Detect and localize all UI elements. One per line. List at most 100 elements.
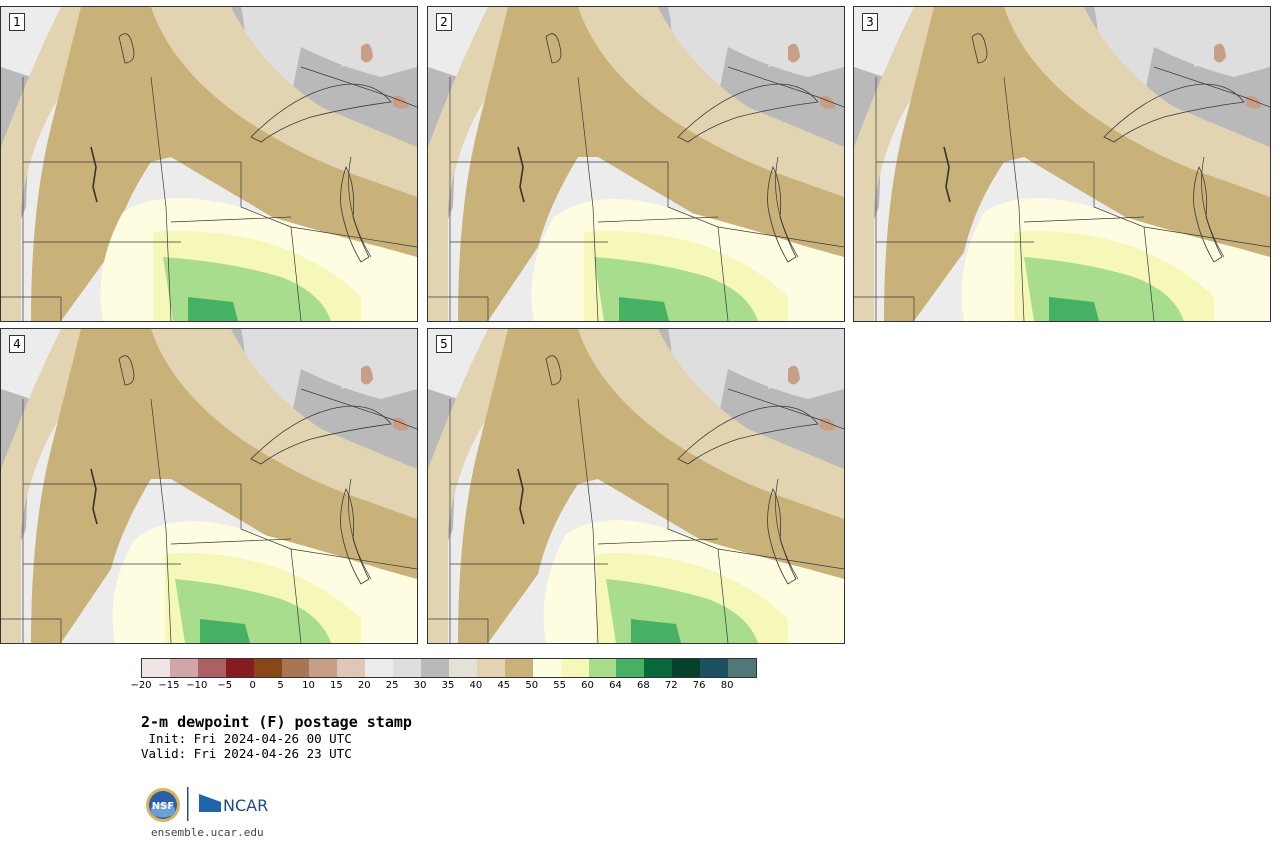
lake-michigan-outline	[767, 165, 797, 263]
colorbar-tick-label: 10	[302, 680, 315, 691]
nsf-logo: NSF	[146, 788, 180, 822]
dewpoint-field-gray	[758, 7, 844, 67]
colorbar-swatch	[588, 659, 617, 677]
state-border	[300, 388, 417, 430]
dewpoint-field-40	[854, 7, 1270, 321]
colorbar-swatch	[337, 659, 366, 677]
state-border	[1023, 216, 1145, 223]
dewpoint-field-45	[458, 7, 844, 321]
dewpoint-field-64	[631, 619, 681, 643]
colorbar-tick-label: 68	[636, 680, 650, 691]
dewpoint-field-gray	[758, 329, 844, 389]
colorbar-swatch	[560, 659, 589, 677]
figure-title: 2-m dewpoint (F) postage stamp	[141, 713, 412, 731]
ncar-logo: NCAR	[199, 794, 268, 815]
colorbar-tick-label: 15	[329, 680, 343, 691]
dewpoint-field-10	[361, 365, 373, 385]
colorbar-swatch	[700, 659, 729, 677]
river-outline	[90, 146, 98, 203]
state-border	[150, 76, 172, 321]
valid-time: Valid: Fri 2024-04-26 23 UTC	[141, 746, 352, 761]
website-url: ensemble.ucar.edu	[151, 826, 264, 839]
member-panel-4: 4	[0, 328, 418, 644]
colorbar-tick-label: 35	[441, 680, 455, 691]
colorbar-tick-label: −15	[158, 680, 180, 691]
colorbar-swatch	[728, 659, 756, 677]
colorbar-tick-label: 30	[413, 680, 427, 691]
member-number-badge: 2	[436, 13, 452, 31]
colorbar-tick-label: 72	[664, 680, 678, 691]
colorbar-tick-label: 60	[581, 680, 594, 691]
colorbar-tick-label: 5	[277, 680, 284, 691]
colorbar-swatch	[644, 659, 673, 677]
colorbar-swatch	[281, 659, 310, 677]
dewpoint-field-40	[428, 7, 844, 321]
colorbar-tick-label: 20	[357, 680, 371, 691]
state-border	[1153, 66, 1270, 108]
dewpoint-field-64	[1049, 297, 1099, 321]
colorbar-tick-label: −10	[186, 680, 208, 691]
colorbar-tick-label: −5	[217, 680, 233, 691]
dewpoint-field-45	[31, 7, 417, 321]
river-outline	[517, 468, 525, 525]
state-border	[1143, 226, 1270, 248]
lake-michigan-outline	[767, 487, 797, 585]
dewpoint-field-gray	[331, 329, 417, 389]
river-outline	[90, 468, 98, 525]
colorbar-swatch	[365, 659, 394, 677]
member-number-badge: 3	[862, 13, 878, 31]
lake-outline	[118, 33, 135, 64]
lake-outline	[971, 33, 988, 64]
river-outline	[517, 146, 525, 203]
colorbar-swatch	[197, 659, 226, 677]
dewpoint-field-40	[1, 329, 417, 643]
colorbar-swatch	[421, 659, 449, 677]
member-panel-5: 5	[427, 328, 845, 644]
dewpoint-field-64	[619, 297, 669, 321]
member-number-badge: 4	[9, 335, 25, 353]
colorbar-tick-label: 64	[609, 680, 622, 691]
lake-superior-outline	[250, 405, 392, 465]
state-border	[170, 216, 292, 223]
colorbar-swatch	[169, 659, 198, 677]
colorbar-swatch	[532, 659, 561, 677]
state-border	[290, 226, 417, 248]
colorbar-swatch	[672, 659, 701, 677]
colorbar-swatch	[142, 659, 170, 677]
dewpoint-field-10	[788, 43, 800, 63]
colorbar-tick-label: 25	[385, 680, 399, 691]
lake-superior-outline	[677, 405, 819, 465]
river-outline	[943, 146, 951, 203]
svg-text:NCAR: NCAR	[223, 796, 268, 815]
lake-michigan-outline	[340, 487, 370, 585]
colorbar-tick-label: 76	[692, 680, 706, 691]
dewpoint-field-64	[200, 619, 250, 643]
state-border	[717, 226, 844, 248]
colorbar-tick-label: 0	[249, 680, 256, 691]
state-border	[727, 66, 844, 108]
state-border	[240, 162, 302, 321]
state-border	[170, 538, 292, 545]
state-border	[667, 162, 729, 321]
dewpoint-field-10	[1214, 43, 1226, 63]
dewpoint-field-10	[361, 43, 373, 63]
state-border	[597, 216, 719, 223]
lake-michigan-outline	[1193, 165, 1223, 263]
lake-michigan-outline	[340, 165, 370, 263]
state-border	[1201, 156, 1225, 258]
dewpoint-field-40	[428, 329, 844, 643]
svg-text:NSF: NSF	[152, 801, 174, 812]
member-panel-3: 3	[853, 6, 1271, 322]
state-border	[1093, 162, 1155, 321]
state-border	[717, 548, 844, 570]
colorbar-swatch	[616, 659, 645, 677]
state-border	[775, 478, 799, 580]
colorbar-tick-label: 45	[497, 680, 511, 691]
lake-outline	[545, 33, 562, 64]
state-border	[577, 398, 599, 643]
dewpoint-field-gray	[1184, 7, 1270, 67]
lake-superior-outline	[1103, 83, 1245, 143]
dewpoint-field-45	[31, 329, 417, 643]
dewpoint-field-45	[884, 7, 1270, 321]
state-border	[150, 398, 172, 643]
